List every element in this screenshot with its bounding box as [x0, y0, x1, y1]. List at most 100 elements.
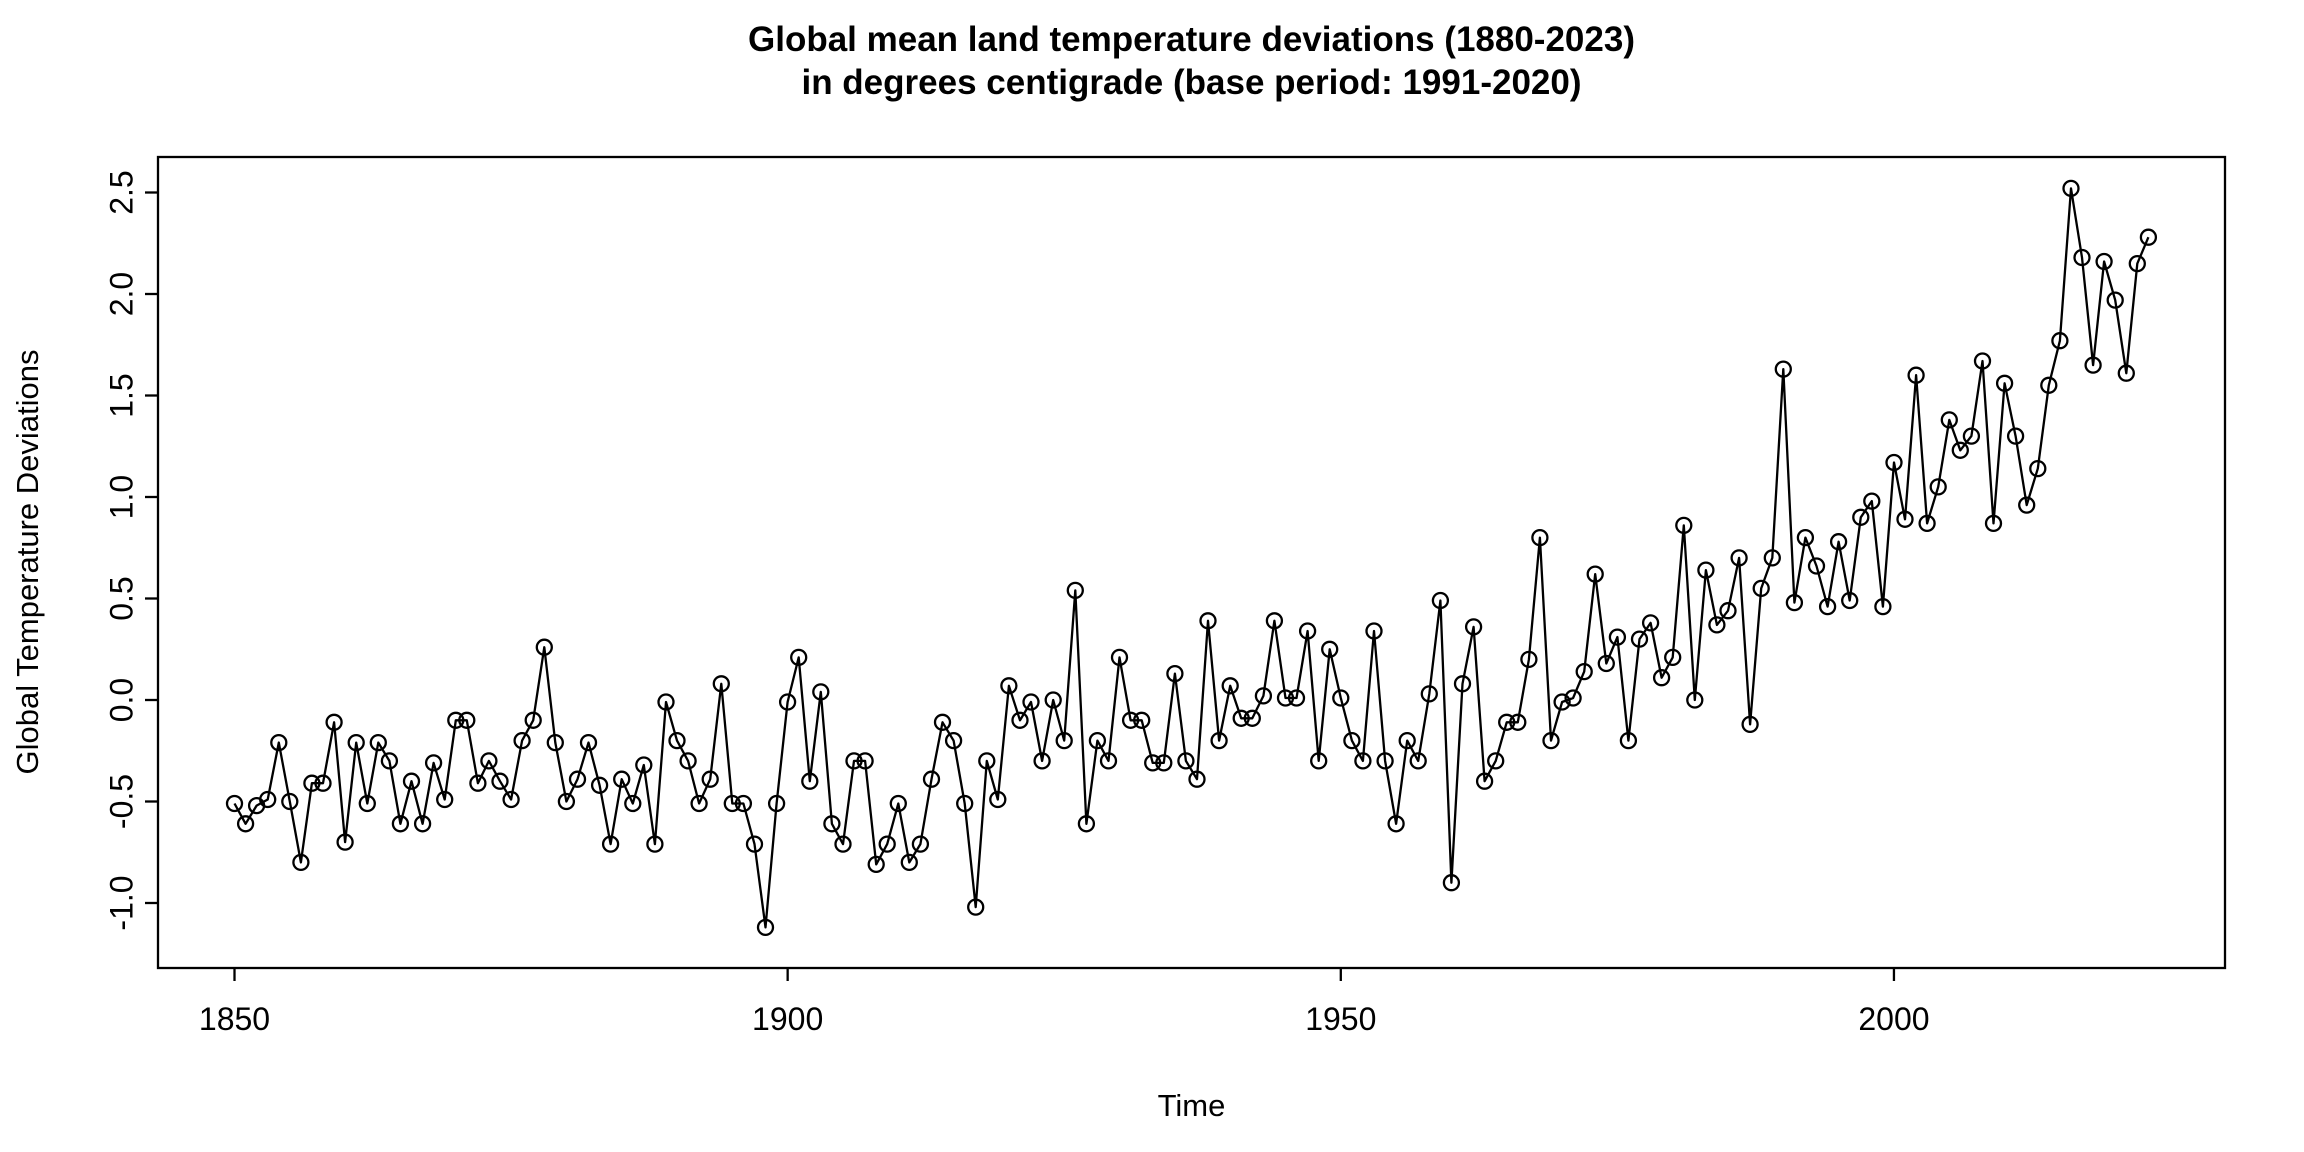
y-tick-label: 1.0	[103, 475, 139, 519]
data-point	[590, 776, 609, 794]
data-point	[1874, 597, 1892, 616]
data-point	[513, 731, 531, 750]
data-point	[1000, 677, 1018, 695]
data-point	[391, 815, 410, 833]
data-point	[1133, 711, 1151, 729]
data-point	[1641, 614, 1660, 632]
data-point	[1221, 677, 1239, 695]
data-point	[1619, 731, 1638, 750]
data-point	[480, 752, 498, 770]
data-point	[723, 794, 741, 813]
y-tick-label: 0.0	[103, 678, 139, 722]
data-point	[535, 638, 553, 656]
data-point	[1630, 630, 1649, 648]
data-point	[1796, 528, 1815, 547]
data-point	[2029, 459, 2047, 478]
data-point	[845, 752, 863, 770]
data-point	[1254, 687, 1273, 705]
data-point	[1232, 709, 1250, 727]
data-point	[1144, 754, 1162, 772]
data-point	[2106, 291, 2124, 309]
data-point	[812, 683, 830, 701]
data-point	[756, 918, 775, 937]
data-point	[1033, 752, 1051, 770]
data-point	[1022, 693, 1040, 711]
y-tick-label: 0.5	[103, 576, 139, 620]
data-point	[1719, 602, 1737, 620]
data-point	[1564, 689, 1582, 707]
data-point	[613, 770, 631, 788]
y-tick-label: 2.0	[103, 272, 139, 316]
y-tick-label: -1.0	[103, 875, 139, 930]
data-point	[259, 790, 277, 809]
data-point	[1896, 510, 1914, 528]
chart-title-line2: in degrees centigrade (base period: 1991…	[801, 63, 1582, 102]
data-point	[1055, 731, 1073, 750]
data-point	[568, 770, 587, 788]
data-point	[1741, 715, 1759, 734]
data-point	[1431, 591, 1450, 610]
data-point	[1608, 628, 1627, 646]
data-point	[2128, 254, 2146, 273]
data-point	[2117, 364, 2135, 382]
data-point	[745, 835, 764, 853]
data-point	[1885, 453, 1903, 472]
data-point	[1918, 514, 1936, 533]
data-point	[1520, 650, 1538, 669]
data-point	[1553, 693, 1571, 711]
data-point	[767, 794, 786, 813]
data-point	[967, 898, 985, 916]
data-point	[878, 835, 896, 853]
x-tick-label: 1900	[752, 1001, 823, 1037]
data-point	[1586, 565, 1604, 583]
data-point	[1487, 752, 1505, 770]
x-tick-label: 1850	[199, 1001, 270, 1037]
data-point	[701, 770, 719, 788]
data-point	[679, 752, 697, 770]
data-point	[1542, 731, 1560, 750]
data-point	[358, 794, 376, 813]
data-point	[1099, 752, 1118, 770]
data-point	[1907, 366, 1925, 384]
data-point	[1310, 752, 1328, 770]
data-point	[1376, 752, 1394, 770]
data-point	[2062, 179, 2080, 198]
data-point	[834, 835, 852, 853]
data-point	[1697, 561, 1715, 579]
data-point	[1818, 597, 1837, 616]
data-point	[1332, 689, 1350, 707]
data-point	[1686, 691, 1704, 709]
data-point	[1973, 352, 1992, 370]
data-point	[1188, 770, 1206, 788]
data-point	[1321, 640, 1339, 658]
data-point	[1841, 591, 1859, 610]
data-point	[933, 713, 952, 731]
data-point	[1398, 731, 1416, 750]
data-point	[225, 794, 244, 813]
data-point	[1597, 654, 1615, 673]
data-point	[2051, 332, 2069, 350]
data-point	[347, 733, 365, 752]
x-tick-label: 1950	[1305, 1001, 1376, 1037]
data-point	[1298, 622, 1317, 640]
x-tick-label: 2000	[1858, 1001, 1929, 1037]
data-point	[1763, 549, 1781, 567]
data-point	[402, 772, 421, 790]
data-point	[1276, 689, 1295, 707]
data-point	[1984, 514, 2003, 533]
data-point	[292, 853, 310, 872]
data-point	[2018, 496, 2036, 514]
data-point	[281, 792, 299, 811]
data-point	[336, 833, 354, 851]
data-point	[1044, 691, 1062, 709]
chart-title: Global mean land temperature deviations …	[158, 18, 2225, 104]
data-point	[2139, 228, 2158, 246]
data-point	[1210, 731, 1228, 750]
data-point	[1962, 427, 1981, 445]
data-point	[325, 713, 343, 731]
data-point	[900, 853, 918, 872]
data-point	[1243, 709, 1261, 727]
data-point	[491, 772, 509, 790]
